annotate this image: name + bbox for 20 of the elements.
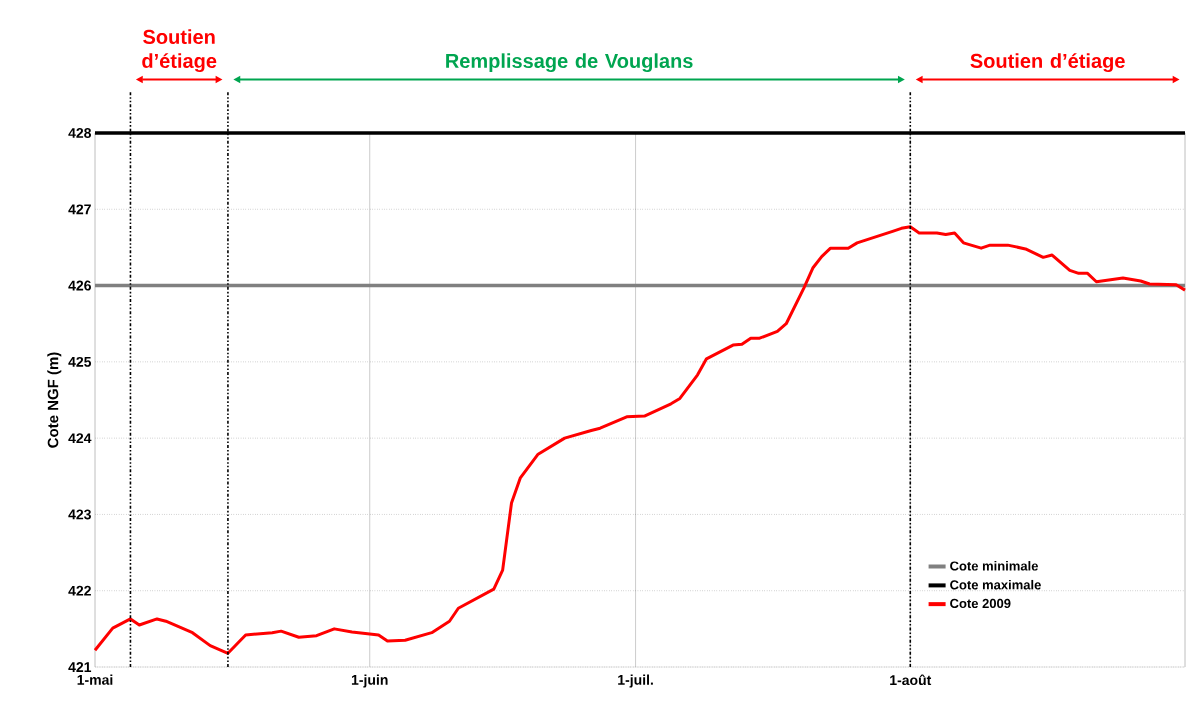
- y-axis-title: Cote NGF (m): [47, 352, 62, 448]
- y-tick-label: 423: [68, 509, 91, 520]
- line-series: [93, 225, 1187, 655]
- y-tick-label: 424: [68, 433, 92, 444]
- legend-label: Cote maximale: [950, 579, 1041, 590]
- x-tick-label: 1-juil.: [618, 674, 653, 688]
- legend-label: Cote 2009: [950, 598, 1011, 609]
- y-tick-label: 422: [68, 585, 91, 596]
- x-tick-label: 1-juin: [351, 674, 388, 688]
- y-tick-label: 426: [68, 280, 91, 291]
- y-tick-label: 427: [68, 204, 91, 215]
- x-tick-label: 1-août: [890, 674, 932, 686]
- y-tick-label: 428: [68, 128, 92, 138]
- y-tick-label: 425: [68, 356, 92, 367]
- x-tick-label: 1-mai: [77, 674, 113, 685]
- text: Soutien d’étiage: [970, 53, 1125, 73]
- text: Remplissage de Vouglans: [446, 53, 693, 73]
- y-tick-label: 421: [68, 662, 92, 672]
- legend-label: Cote minimale: [950, 561, 1038, 571]
- text: Soutien d’étiage: [142, 29, 217, 73]
